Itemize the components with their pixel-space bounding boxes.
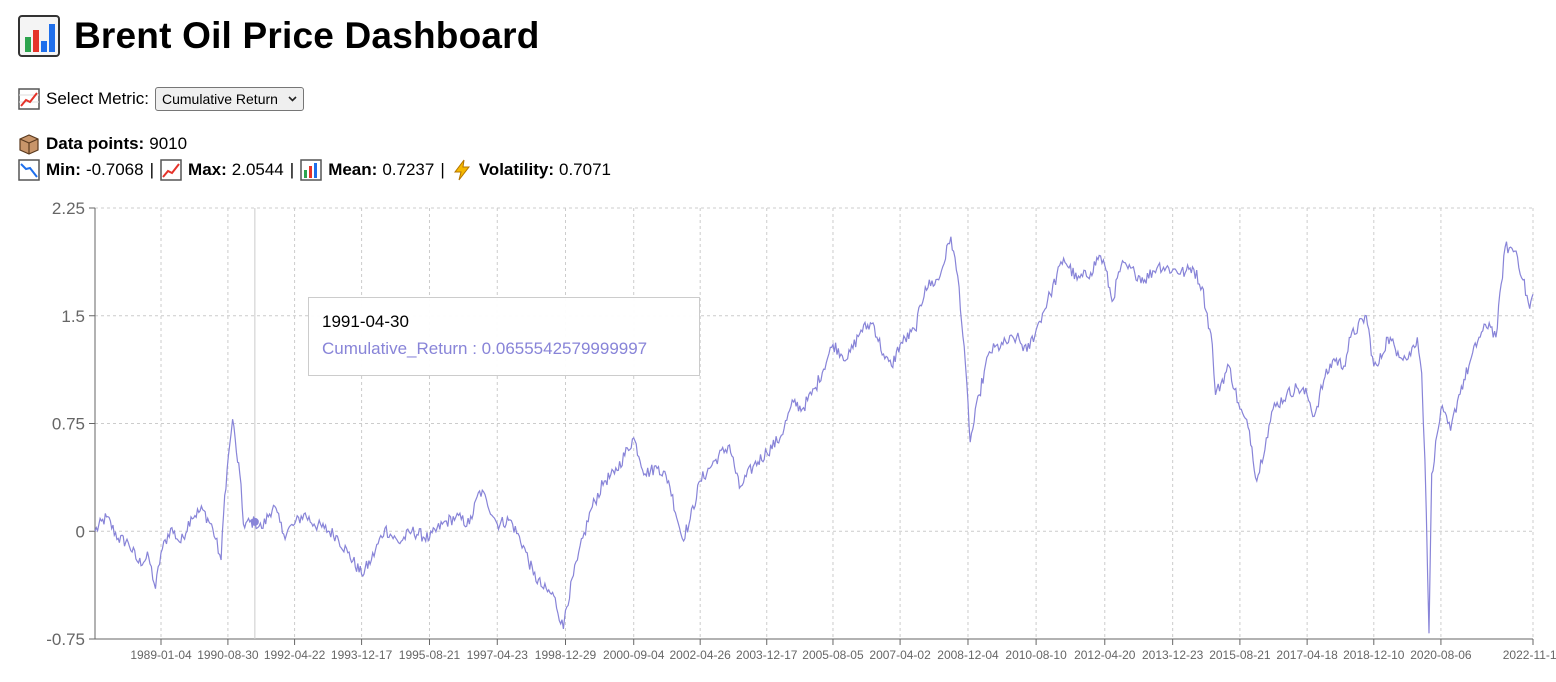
lightning-icon [453,159,470,181]
mean-label: Mean: [328,160,378,179]
x-tick-label: 1989-01-04 [130,648,192,662]
x-tick-label: 2002-04-26 [669,648,731,662]
active-data-point [250,517,259,526]
y-tick-label: 0 [76,522,85,541]
chevron-down-icon [288,96,297,102]
cumulative-return-chart[interactable]: 2.251.50.750-0.75 1989-01-04 1990-08-30 19… [0,195,1556,682]
x-tick-label: 2008-12-04 [937,648,999,662]
y-tick-label: 1.5 [61,307,85,326]
x-tick-label: 1993-12-17 [331,648,393,662]
package-icon [19,134,39,155]
stats-summary: Min: -0.7068 | Max: 2.0544 | Mean: 0.723… [18,159,611,181]
x-tick-label: 2013-12-23 [1142,648,1204,662]
y-axis: 2.25 1.5 0.75 0 -0.75 [46,199,96,649]
x-tick-label: 2020-08-06 [1410,648,1472,662]
stats-data-points: Data points: 9010 [18,133,187,155]
metric-dropdown[interactable]: Cumulative Return [154,87,304,111]
separator: | [440,160,445,179]
metric-selector: Select Metric: Cumulative Return [18,87,304,111]
min-label: Min: [46,160,81,179]
mean-value: 0.7237 [382,160,435,179]
x-tick-label: 2010-08-10 [1005,648,1067,662]
chart-increasing-icon [160,159,182,181]
data-points-label: Data points: [46,134,145,153]
chart-grid [95,207,1534,640]
x-tick-label: 2000-09-04 [603,648,665,662]
x-tick-label: 2005-08-05 [802,648,864,662]
max-value: 2.0544 [231,160,284,179]
x-tick-label: 2022-11-14 [1503,648,1556,662]
page-header: Brent Oil Price Dashboard [18,12,540,60]
volatility-value: 0.7071 [558,160,611,179]
bar-chart-icon [300,159,322,181]
y-tick-label: 0.75 [52,415,85,434]
x-tick-label: 2012-04-20 [1074,648,1136,662]
x-tick-label: 1995-08-21 [399,648,461,662]
metric-label: Select Metric: [46,89,149,108]
x-tick-label: 1990-08-30 [197,648,259,662]
tooltip-value: Cumulative_Return : 0.0655542579999997 [322,339,648,358]
x-tick-label: 2003-12-17 [736,648,798,662]
x-tick-label: 2007-04-02 [869,648,931,662]
max-label: Max: [188,160,227,179]
y-tick-label: -0.75 [46,630,85,649]
metric-selected-value: Cumulative Return [161,91,278,107]
min-value: -0.7068 [85,160,144,179]
chart-increasing-icon [18,88,40,110]
data-points-value: 9010 [149,134,188,153]
y-tick-label: 2.25 [52,199,85,218]
series-line-cumulative-return [94,236,1534,634]
x-tick-label: 2015-08-21 [1209,648,1271,662]
separator: | [289,160,295,179]
separator: | [149,160,155,179]
chart-decreasing-icon [18,159,40,181]
page-title: Brent Oil Price Dashboard [74,15,540,56]
x-tick-label: 2017-04-18 [1276,648,1338,662]
volatility-label: Volatility: [478,160,554,179]
x-tick-label: 1997-04-23 [467,648,529,662]
x-tick-label: 1998-12-29 [535,648,597,662]
x-tick-label: 1992-04-22 [264,648,326,662]
bar-chart-icon [18,15,60,57]
x-tick-label: 2018-12-10 [1343,648,1405,662]
x-axis: 1989-01-04 1990-08-30 1992-04-22 1993-12-17… [95,638,1556,662]
tooltip-date: 1991-04-30 [322,312,409,331]
chart-tooltip: 1991-04-30 Cumulative_Return : 0.0655542… [308,297,700,376]
